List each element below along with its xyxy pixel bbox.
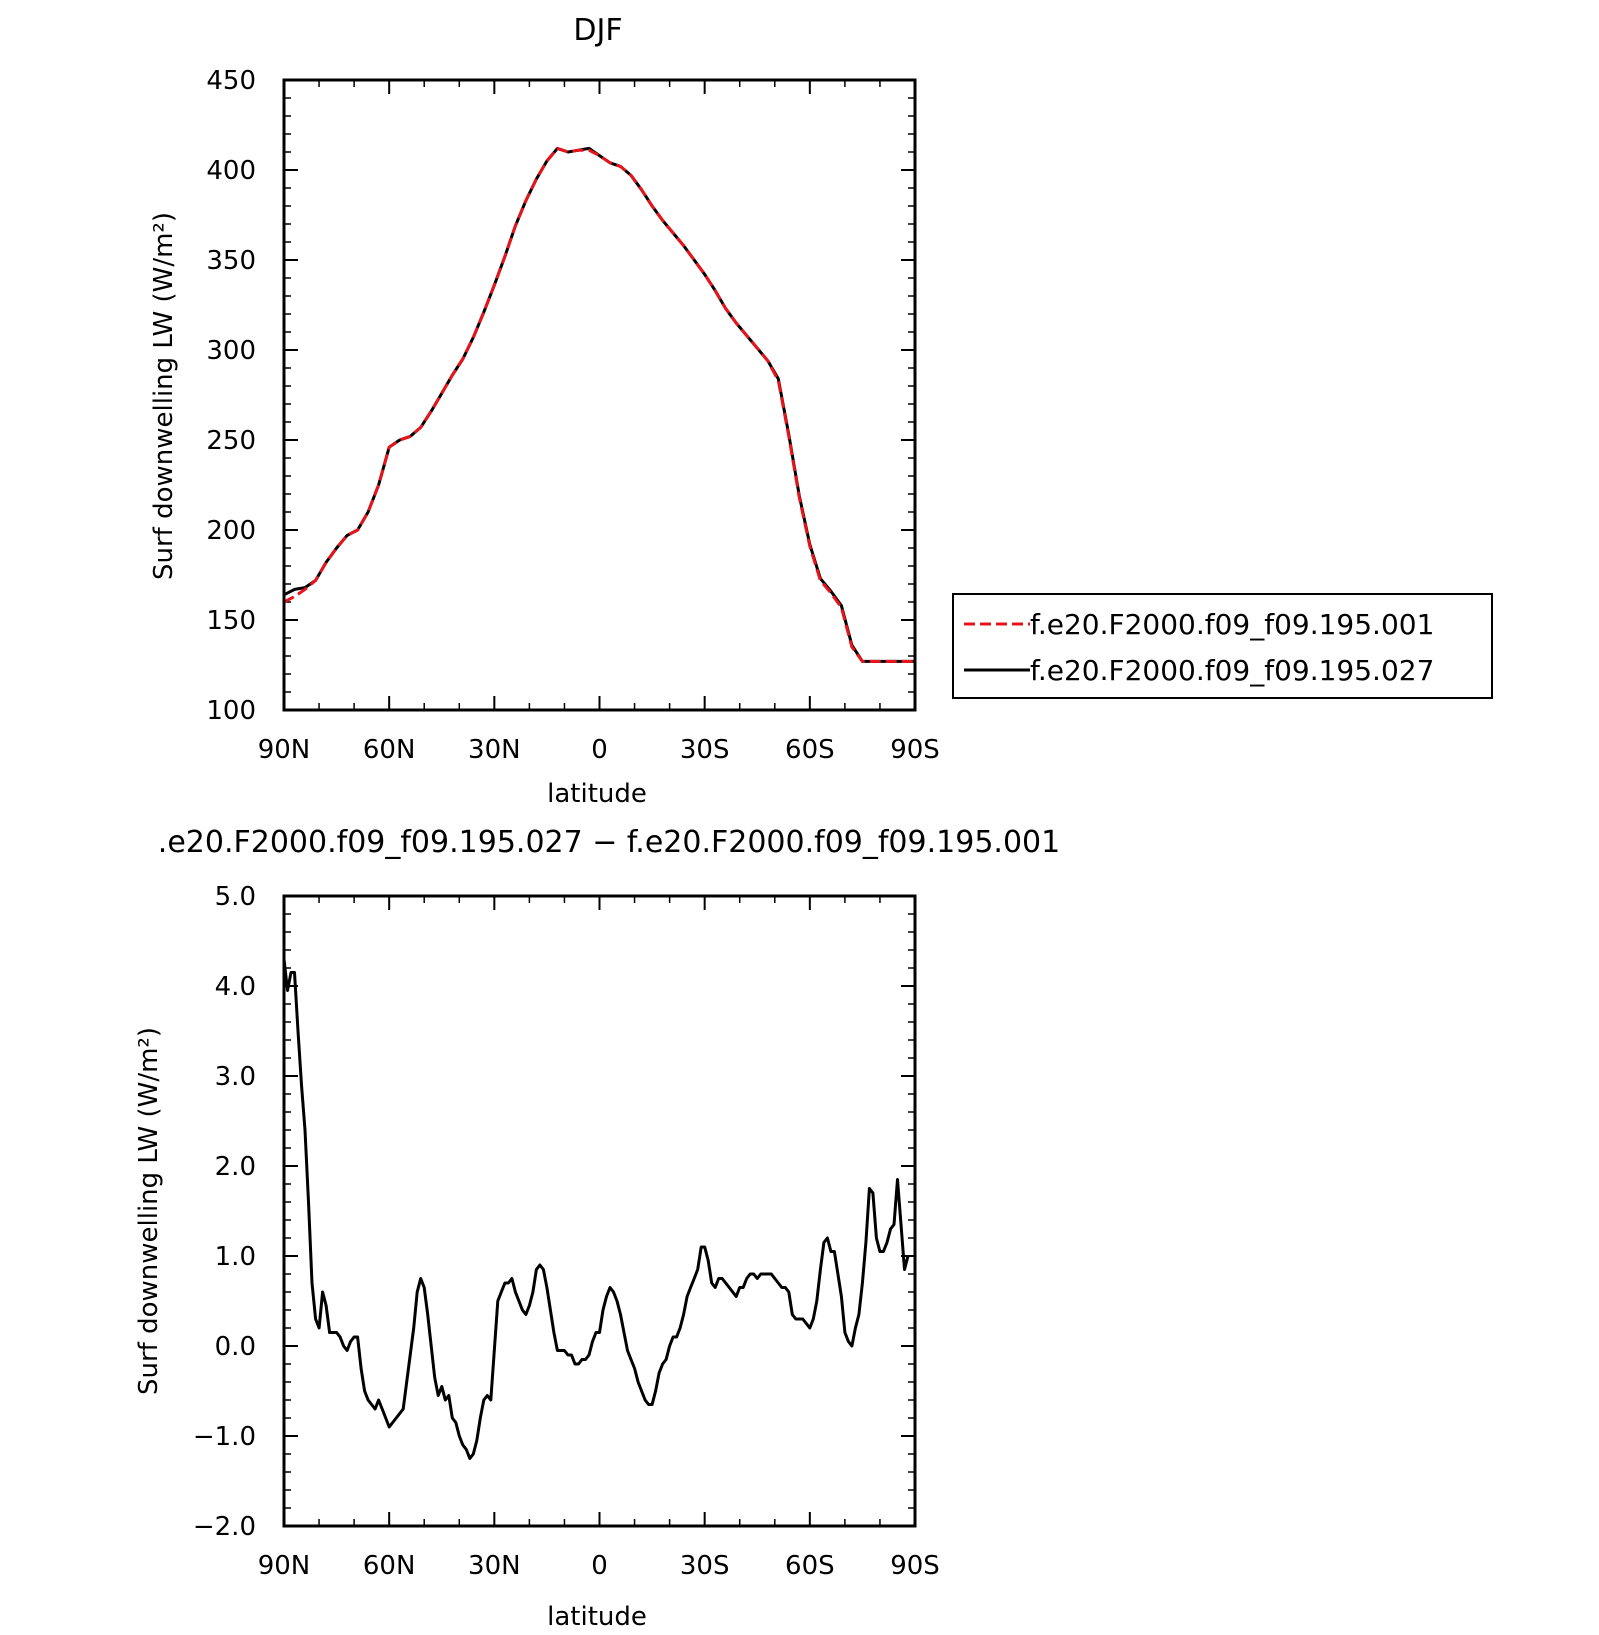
bottom-plot-frame	[282, 894, 917, 1528]
top-x-tick-labels: 90N 60N 30N 0 30S 60S 90S	[258, 735, 940, 765]
top-series-line-2	[283, 146, 915, 663]
top-x-axis-title: latitude	[547, 779, 647, 809]
bottom-y-tick-label: 0.0	[215, 1332, 256, 1362]
bottom-x-tick-label: 90S	[890, 1551, 940, 1581]
top-y-tick-label: 250	[206, 426, 256, 456]
legend: f.e20.F2000.f09_f09.195.001 f.e20.F2000.…	[952, 593, 1493, 699]
top-x-tick-label: 30N	[468, 735, 521, 765]
bottom-y-tick-label: −2.0	[193, 1512, 256, 1542]
bottom-y-tick-label: 4.0	[215, 972, 256, 1002]
bottom-y-tick-label: −1.0	[193, 1422, 256, 1452]
bottom-series-lines	[282, 958, 910, 1460]
top-x-tick-label: 90S	[890, 735, 940, 765]
bottom-x-tick-label: 0	[591, 1551, 608, 1581]
top-series-lines	[283, 146, 915, 663]
top-plot-frame	[282, 78, 917, 712]
top-x-tick-label: 30S	[680, 735, 730, 765]
bottom-x-tick-label: 60S	[785, 1551, 835, 1581]
top-series-line-1	[283, 146, 915, 663]
top-y-tick-label: 150	[206, 606, 256, 636]
top-y-tick-label: 450	[206, 66, 256, 96]
bottom-series-line-1	[282, 958, 910, 1460]
bottom-panel: .e20.F2000.f09_f09.195.027 − f.e20.F2000…	[134, 825, 1060, 1632]
top-panel: DJF Surf downwelling LW (W/m²) latitude …	[149, 13, 940, 809]
bottom-y-tick-label: 1.0	[215, 1242, 256, 1272]
top-x-tick-label: 60S	[785, 735, 835, 765]
top-x-tick-label: 60N	[363, 735, 416, 765]
top-x-tick-label: 90N	[258, 735, 311, 765]
legend-label-series-1: f.e20.F2000.f09_f09.195.001	[1030, 608, 1434, 641]
bottom-x-tick-label: 30S	[680, 1551, 730, 1581]
top-chart-title: DJF	[573, 13, 622, 48]
top-y-axis-title: Surf downwelling LW (W/m²)	[149, 212, 179, 580]
legend-box	[952, 593, 1493, 699]
bottom-x-tick-label: 60N	[363, 1551, 416, 1581]
bottom-x-tick-label: 30N	[468, 1551, 521, 1581]
top-y-tick-label: 350	[206, 246, 256, 276]
legend-label-series-2: f.e20.F2000.f09_f09.195.027	[1030, 654, 1434, 687]
bottom-x-axis-title: latitude	[547, 1602, 647, 1632]
bottom-y-tick-label: 2.0	[215, 1152, 256, 1182]
bottom-y-tick-label: 5.0	[215, 882, 256, 912]
top-y-tick-label: 400	[206, 156, 256, 186]
top-y-tick-labels: 100 150 200 250 300 350 400 450	[206, 66, 256, 726]
bottom-x-tick-labels: 90N 60N 30N 0 30S 60S 90S	[258, 1551, 940, 1581]
bottom-y-tick-label: 3.0	[215, 1062, 256, 1092]
bottom-y-tick-labels: −2.0 −1.0 0.0 1.0 2.0 3.0 4.0 5.0	[193, 882, 256, 1542]
bottom-ticks	[283, 895, 916, 1527]
top-ticks	[283, 79, 916, 711]
top-y-tick-label: 300	[206, 336, 256, 366]
top-y-tick-label: 200	[206, 516, 256, 546]
bottom-y-axis-title: Surf downwelling LW (W/m²)	[134, 1027, 164, 1395]
top-x-tick-label: 0	[591, 735, 608, 765]
bottom-chart-title: .e20.F2000.f09_f09.195.027 − f.e20.F2000…	[158, 825, 1060, 860]
top-y-tick-label: 100	[206, 696, 256, 726]
bottom-x-tick-label: 90N	[258, 1551, 311, 1581]
